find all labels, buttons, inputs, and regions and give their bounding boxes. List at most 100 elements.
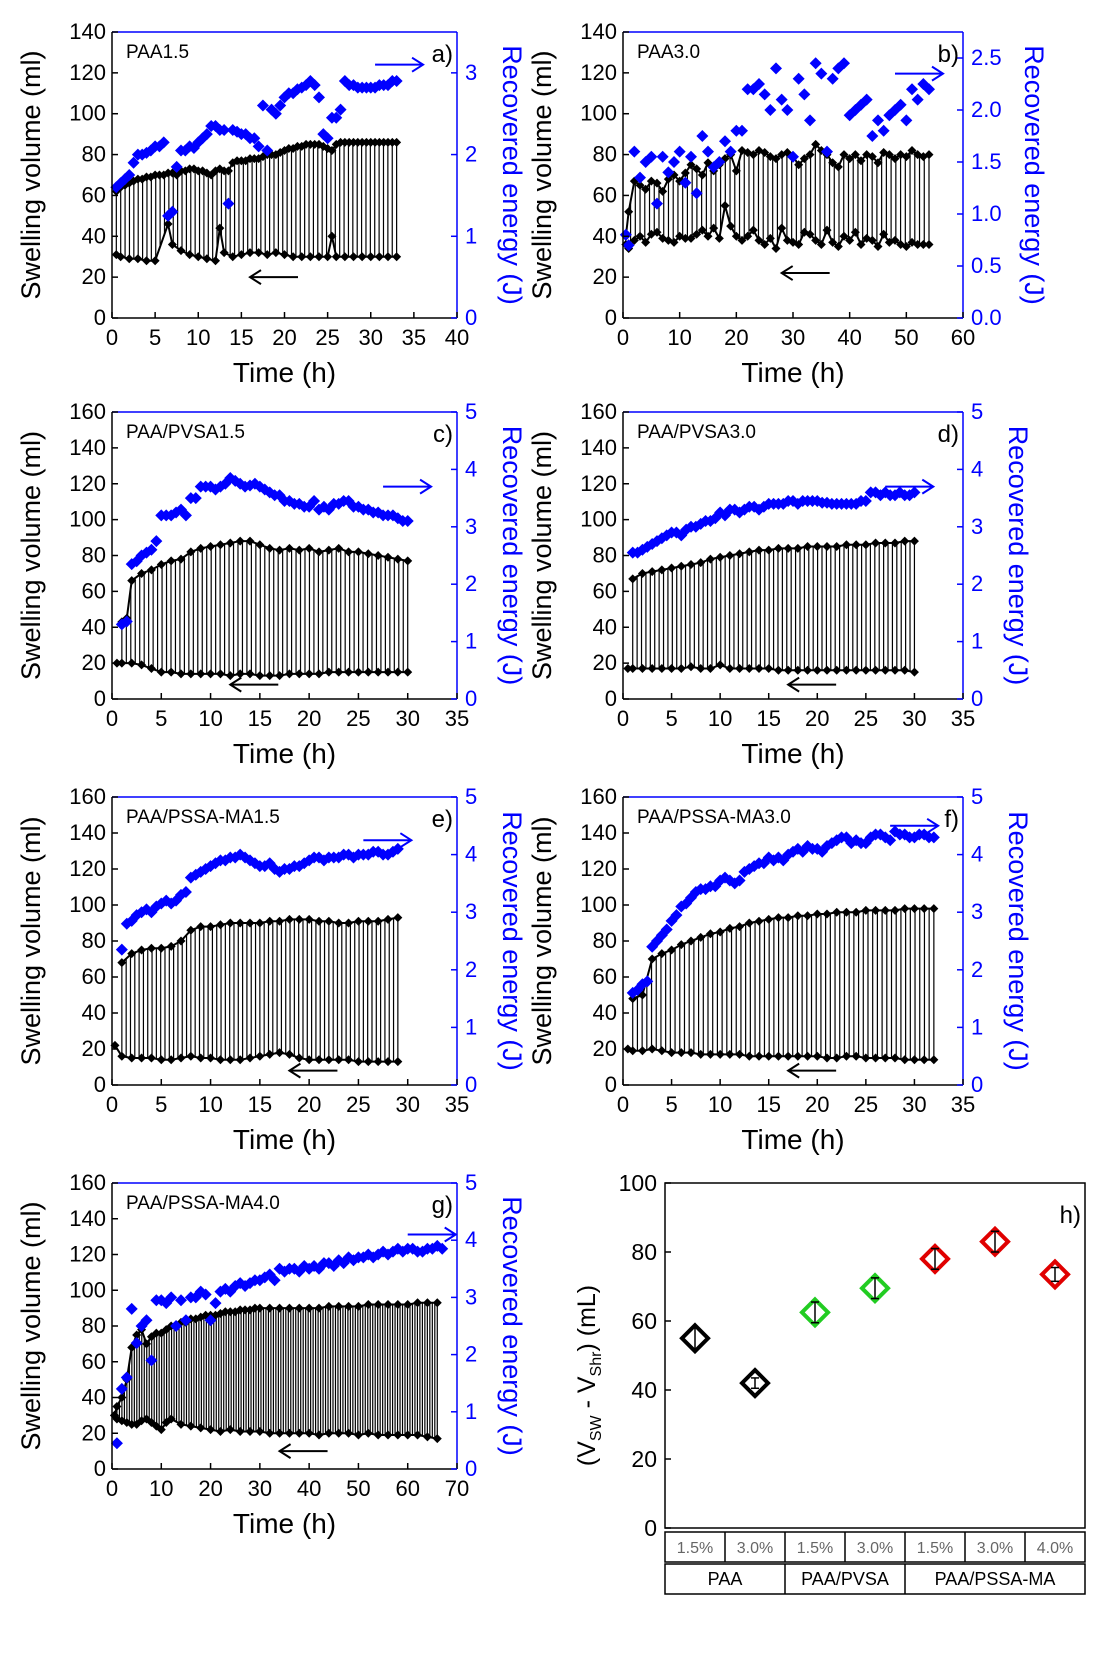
data-point (907, 145, 917, 155)
y-tick-label: 40 (82, 223, 106, 248)
sample-label: PAA/PSSA-MA1.5 (126, 807, 280, 828)
data-point (196, 1053, 206, 1063)
y-tick-label: 0 (94, 1072, 106, 1097)
data-point (304, 1303, 314, 1313)
data-point (383, 252, 393, 262)
x-tick-label: 30 (395, 1092, 419, 1117)
data-point (879, 229, 889, 239)
y-tick-label: 60 (593, 964, 617, 989)
panel-label: b) (938, 41, 959, 68)
x-tick-label: 50 (346, 1476, 370, 1501)
data-point (275, 916, 285, 926)
data-point (812, 542, 822, 552)
y2-tick-label: 3 (971, 899, 983, 924)
data-point (833, 162, 843, 172)
data-point (828, 237, 838, 247)
chart-panel-d: 0 5 10 15 20 25 30 3502040608010012014016001234… (527, 399, 1033, 769)
y-tick-label: 40 (593, 223, 617, 248)
data-point (822, 1053, 832, 1063)
data-point (117, 658, 127, 668)
data-point (403, 556, 413, 566)
y2-tick-label: 5 (465, 1170, 477, 1195)
y2-tick-label: 4 (465, 456, 477, 481)
data-point (383, 552, 393, 562)
y2-tick-label: 3 (465, 60, 477, 85)
series-recovered-energy (110, 1239, 449, 1450)
data-point (284, 543, 294, 553)
data-point (623, 664, 633, 674)
series-swelling-max (109, 1298, 442, 1420)
data-point (709, 223, 719, 233)
data-point (294, 1303, 304, 1313)
data-point (744, 918, 754, 928)
data-point (294, 1053, 304, 1063)
left-axis-arrow-head (786, 676, 800, 693)
x-tick-label: 0 (617, 325, 629, 350)
y-tick-label: 160 (580, 784, 617, 809)
y-axis-title: Swelling volume (ml) (527, 431, 557, 680)
y-tick-label: 80 (593, 142, 617, 167)
data-point (393, 667, 403, 677)
x-tick-label: 30 (781, 325, 805, 350)
data-point (305, 252, 315, 262)
data-point (403, 1430, 413, 1440)
data-marker (1039, 1258, 1071, 1291)
data-point (929, 904, 939, 914)
x-tick-label: 5 (155, 706, 167, 731)
right-axis-arrow (383, 478, 433, 495)
data-point (816, 239, 826, 249)
energy-point (199, 1288, 212, 1301)
y2-tick-label: 2 (465, 571, 477, 596)
data-point (839, 150, 849, 160)
data-point (383, 1057, 393, 1067)
series-recovered-energy (115, 842, 404, 956)
energy-point (308, 79, 321, 92)
series-swelling-min (109, 1410, 442, 1444)
data-point (363, 549, 373, 559)
data-point (254, 248, 264, 258)
y2-tick-label: 1 (971, 1014, 983, 1039)
data-marker (859, 1272, 891, 1305)
data-point (334, 543, 344, 553)
data-point (705, 929, 715, 939)
energy-point (110, 1437, 123, 1450)
x-tick-label: 30 (902, 706, 926, 731)
right-axis-arrow (407, 1226, 458, 1243)
x-tick-label: 15 (248, 1092, 272, 1117)
data-point (909, 536, 919, 546)
y-tick-label: 40 (82, 614, 106, 639)
data-point (294, 1428, 304, 1438)
data-point (832, 1053, 842, 1063)
x-tick-label: 5 (665, 706, 677, 731)
data-point (186, 1421, 196, 1431)
energy-point (733, 874, 746, 887)
y-tick-label: 140 (580, 820, 617, 845)
y-tick-label: 140 (69, 435, 106, 460)
x-tick-label: 0 (106, 1092, 118, 1117)
group-label: PAA/PSSA-MA (935, 1569, 1056, 1589)
y-tick-label: 100 (619, 1170, 657, 1196)
data-point (663, 174, 673, 184)
y-axis-title-part: Shr (588, 1351, 605, 1377)
data-point (703, 231, 713, 241)
data-point (764, 664, 774, 674)
data-point (280, 250, 289, 260)
data-point (686, 233, 696, 243)
data-point (255, 1426, 265, 1436)
data-point (929, 1055, 939, 1065)
energy-point (866, 130, 879, 142)
data-point (676, 664, 686, 674)
data-point (373, 916, 383, 926)
energy-point (685, 150, 697, 163)
x-tick-label: 25 (346, 706, 370, 731)
data-point (873, 158, 883, 168)
data-point (803, 665, 813, 675)
data-point (265, 543, 275, 553)
data-point (909, 667, 919, 677)
data-point (284, 669, 294, 679)
data-point (735, 664, 745, 674)
data-point (363, 1057, 373, 1067)
data-point (137, 568, 147, 578)
sample-label: PAA/PSSA-MA4.0 (126, 1193, 280, 1214)
data-point (265, 671, 275, 681)
